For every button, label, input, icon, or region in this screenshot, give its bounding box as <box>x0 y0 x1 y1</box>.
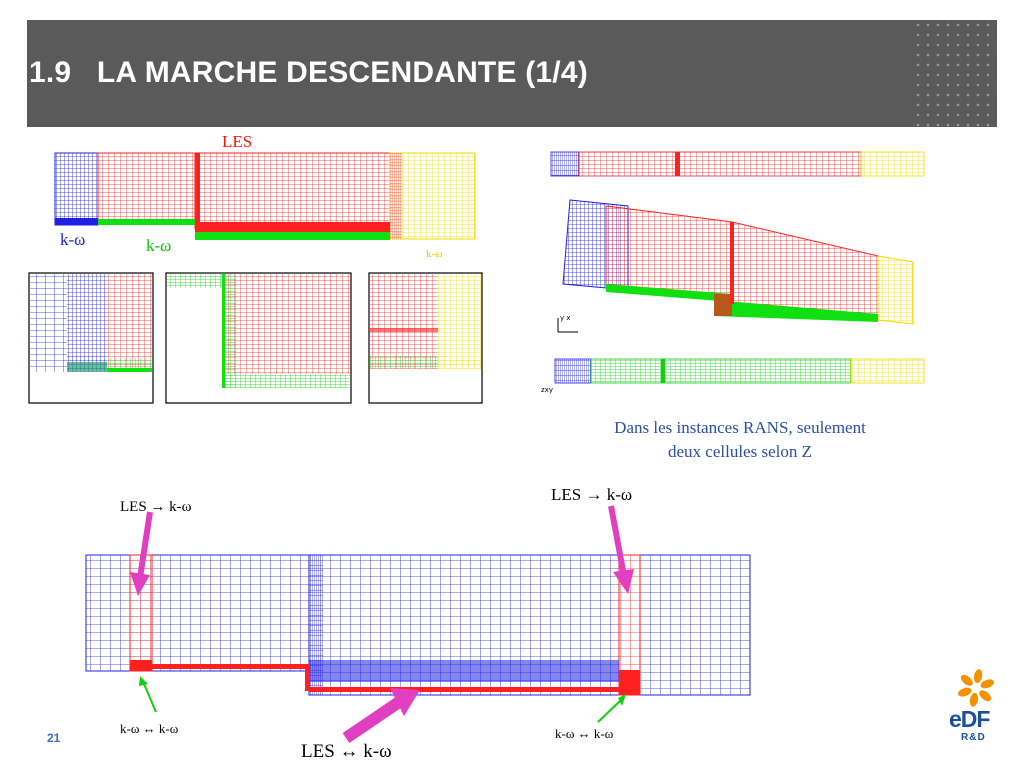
les-label: LES <box>222 132 252 151</box>
edf-logo: eDF R&D <box>945 668 1007 748</box>
green-arrow-left <box>139 676 157 713</box>
title-bar: 1.9 LA MARCHE DESCENDANTE (1/4) <box>27 20 997 127</box>
magenta-arrow-center <box>342 688 420 743</box>
kw-label-left: k-ω <box>60 230 85 249</box>
rans-bottom-strip <box>554 358 925 384</box>
green-arrow-right <box>597 694 626 723</box>
magenta-arrow-left <box>130 511 153 596</box>
edf-brand: eDF <box>949 706 990 732</box>
label-kw-kw-left: k-ω ↔ k-ω <box>120 721 179 736</box>
axis-label-2: zxy <box>541 386 553 394</box>
magenta-arrow-right <box>608 505 634 594</box>
top-left-mesh <box>54 152 476 240</box>
edf-subtitle: R&D <box>961 732 986 743</box>
label-les-to-kw-right: LES → k-ω <box>551 485 632 504</box>
rans-perspective-mesh <box>562 199 914 325</box>
page-number: 21 <box>47 731 61 745</box>
slide-title: 1.9 LA MARCHE DESCENDANTE (1/4) <box>29 56 588 89</box>
label-kw-kw-right: k-ω ↔ k-ω <box>555 726 614 741</box>
edf-flower-icon <box>958 669 994 707</box>
label-les-to-kw-left: LES → k-ω <box>120 499 192 515</box>
axis-triad-1: y x <box>557 314 578 333</box>
caption-line-2: deux cellules selon Z <box>668 442 812 461</box>
zoom-box-left <box>28 272 154 404</box>
dot-pattern-decoration <box>913 20 997 127</box>
zoom-box-right <box>368 272 483 404</box>
rans-top-strip <box>550 151 925 177</box>
zoom-box-middle <box>165 272 352 404</box>
bottom-mesh <box>85 554 751 696</box>
axis-label-1: y x <box>560 314 571 322</box>
kw-label-right: k-ω <box>426 248 442 260</box>
caption-line-1: Dans les instances RANS, seulement <box>614 418 866 437</box>
rans-caption: Dans les instances RANS, seulement deux … <box>560 416 920 464</box>
kw-label-middle: k-ω <box>146 236 171 255</box>
label-les-kw-center: LES ↔ k-ω <box>301 741 392 762</box>
